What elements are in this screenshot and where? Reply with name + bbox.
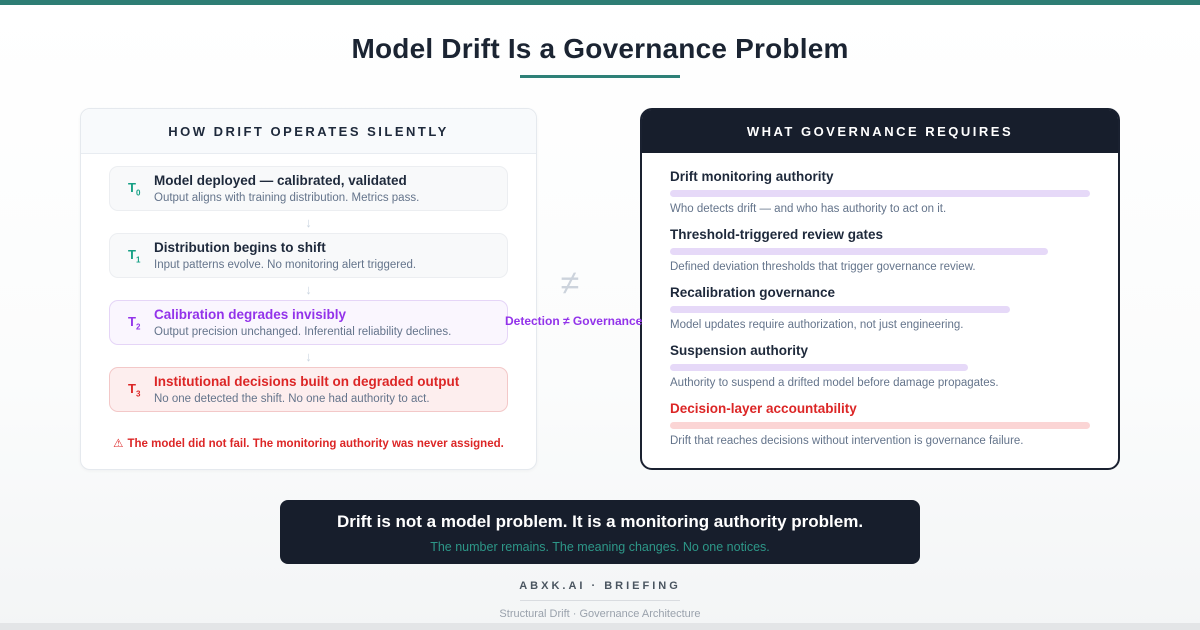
- footer-divider: [520, 600, 680, 601]
- stage-desc: Output aligns with training distribution…: [154, 191, 420, 204]
- stage-time-label-t2: T2: [128, 313, 141, 332]
- requirement-bar: [670, 422, 1090, 429]
- stage-title: Model deployed — calibrated, validated: [154, 173, 407, 189]
- timeline-stage-t3: T3 Institutional decisions built on degr…: [109, 367, 508, 412]
- top-accent-bar: [0, 0, 1200, 5]
- banner-subtext: The number remains. The meaning changes.…: [430, 540, 770, 554]
- left-panel-body: T0 Model deployed — calibrated, validate…: [81, 154, 536, 450]
- warning-icon: ⚠: [113, 438, 124, 450]
- down-arrow-icon: ↓: [305, 281, 312, 297]
- stage-title: Institutional decisions built on degrade…: [154, 374, 460, 390]
- stage-desc: Input patterns evolve. No monitoring ale…: [154, 258, 417, 271]
- not-equal-icon: ≠: [560, 264, 580, 302]
- right-panel-header: WHAT GOVERNANCE REQUIRES: [642, 110, 1118, 153]
- requirement-threshold-gates: Threshold-triggered review gates Defined…: [670, 227, 1090, 274]
- bottom-strip: [0, 623, 1200, 630]
- timeline-stage-t2: T2 Calibration degrades invisibly Output…: [109, 300, 508, 345]
- title-underline: [520, 75, 680, 78]
- requirement-title: Suspension authority: [670, 343, 809, 358]
- page-title: Model Drift Is a Governance Problem: [351, 33, 849, 64]
- timeline-stage-t1: T1 Distribution begins to shift Input pa…: [109, 233, 508, 278]
- requirement-desc: Drift that reaches decisions without int…: [670, 435, 1024, 447]
- stage-time-label-t0: T0: [128, 179, 141, 198]
- stage-desc: No one detected the shift. No one had au…: [154, 392, 430, 405]
- requirement-drift-monitoring: Drift monitoring authority Who detects d…: [670, 169, 1090, 216]
- requirement-desc: Authority to suspend a drifted model bef…: [670, 377, 999, 389]
- requirement-title: Recalibration governance: [670, 285, 836, 300]
- requirement-recalibration: Recalibration governance Model updates r…: [670, 285, 1090, 332]
- requirement-bar-track: [670, 248, 1090, 255]
- requirement-bar-track: [670, 422, 1090, 429]
- left-panel-header: HOW DRIFT OPERATES SILENTLY: [81, 109, 536, 154]
- detection-governance-connector: ≠ Detection ≠ Governance: [505, 264, 643, 329]
- requirement-title: Threshold-triggered review gates: [670, 227, 884, 242]
- footer-brand: ABXK.AI · BRIEFING: [519, 580, 681, 592]
- down-arrow-icon: ↓: [305, 214, 312, 230]
- banner-headline: Drift is not a model problem. It is a mo…: [336, 512, 864, 531]
- stage-desc: Output precision unchanged. Inferential …: [154, 325, 452, 338]
- requirement-title: Decision-layer accountability: [670, 401, 857, 416]
- timeline-stage-t0: T0 Model deployed — calibrated, validate…: [109, 166, 508, 211]
- requirement-bar-track: [670, 364, 1090, 371]
- warning-note: ⚠ The model did not fail. The monitoring …: [109, 436, 508, 450]
- requirement-bar: [670, 248, 1048, 255]
- governance-requirements-panel: WHAT GOVERNANCE REQUIRES Drift monitorin…: [640, 108, 1120, 470]
- requirement-suspension: Suspension authority Authority to suspen…: [670, 343, 1090, 390]
- requirement-bar: [670, 190, 1090, 197]
- requirement-desc: Who detects drift — and who has authorit…: [670, 203, 947, 215]
- footer-tagline: Structural Drift · Governance Architectu…: [499, 608, 701, 620]
- stage-time-label-t1: T1: [128, 246, 141, 265]
- requirement-bar: [670, 306, 1011, 313]
- stage-title: Distribution begins to shift: [154, 240, 326, 256]
- down-arrow-icon: ↓: [305, 348, 312, 364]
- requirement-title: Drift monitoring authority: [670, 169, 834, 184]
- drift-timeline-panel: HOW DRIFT OPERATES SILENTLY T0 Model dep…: [80, 108, 537, 470]
- requirement-decision-accountability: Decision-layer accountability Drift that…: [670, 401, 1090, 448]
- connector-label: Detection ≠ Governance: [505, 314, 643, 329]
- requirement-bar-track: [670, 306, 1090, 313]
- requirement-bar: [670, 364, 969, 371]
- stage-time-label-t3: T3: [128, 380, 141, 399]
- requirement-bar-track: [670, 190, 1090, 197]
- conclusion-banner: Drift is not a model problem. It is a mo…: [280, 500, 920, 564]
- requirement-desc: Defined deviation thresholds that trigge…: [670, 261, 976, 273]
- warning-text: The model did not fail. The monitoring a…: [127, 438, 504, 450]
- stage-title: Calibration degrades invisibly: [154, 307, 347, 323]
- requirement-desc: Model updates require authorization, not…: [670, 319, 964, 331]
- right-panel-body: Drift monitoring authority Who detects d…: [642, 153, 1118, 448]
